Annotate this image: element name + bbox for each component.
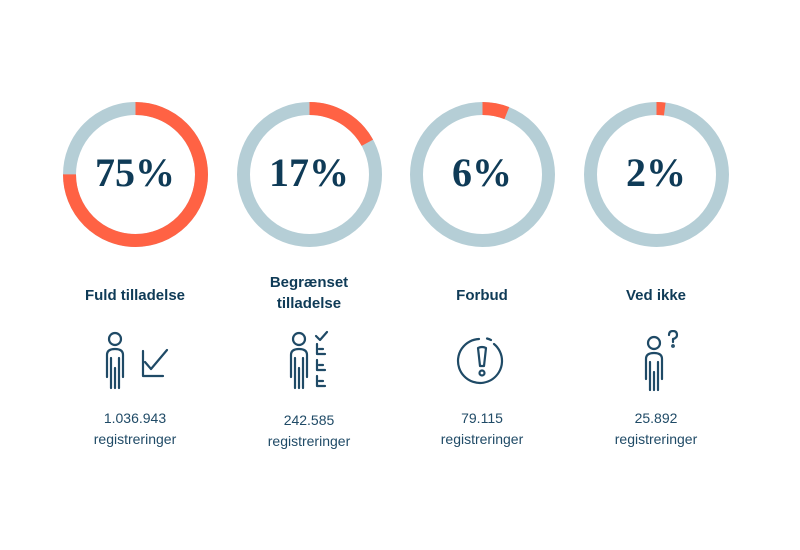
category-label: Fuld tilladelse [84, 287, 186, 304]
category-label: Begrænset tilladelse [269, 274, 349, 312]
count-value: 1.036.943 [103, 410, 167, 426]
stat-column-dont-know: 2% Ved ikke 25.892 registreringer [571, 0, 741, 550]
registration-count: 242.585 registreringer [224, 410, 394, 452]
count-value: 25.892 [634, 410, 678, 426]
person-checklist-icon [289, 330, 329, 390]
stat-column-prohibition: 6% Forbud 79.115 registreringer [397, 0, 567, 550]
count-unit: registreringer [93, 431, 177, 447]
donut-chart [410, 102, 555, 247]
registration-count: 25.892 registreringer [571, 408, 741, 450]
count-unit: registreringer [614, 431, 698, 447]
percent-label: 6% [452, 150, 512, 195]
percent-label: 2% [626, 150, 686, 195]
count-value: 79.115 [461, 410, 503, 426]
donut-arc [63, 102, 208, 247]
registration-count: 1.036.943 registreringer [50, 408, 220, 450]
donut-arc [237, 102, 382, 247]
registration-count: 79.115 registreringer [397, 408, 567, 450]
donut-arc [584, 102, 729, 247]
stat-column-full-permission: 75% Fuld tilladelse 1.036.943 registreri… [50, 0, 220, 550]
donut-chart [237, 102, 382, 247]
percent-label: 17% [269, 150, 349, 195]
person-check-icon [105, 331, 169, 390]
person-question-icon [644, 330, 679, 392]
category-label: Forbud [456, 287, 508, 304]
exclamation-circle-icon [456, 337, 504, 385]
donut-arc [410, 102, 555, 247]
donut-chart [584, 102, 729, 247]
category-label: Ved ikke [625, 287, 687, 304]
percent-label: 75% [95, 150, 175, 195]
count-value: 242.585 [283, 412, 335, 428]
stat-column-limited-permission: 17% Begrænset tilladelse 242.585 registr… [224, 0, 394, 550]
count-unit: registreringer [267, 433, 351, 449]
donut-chart [63, 102, 208, 247]
count-unit: registreringer [440, 431, 524, 447]
